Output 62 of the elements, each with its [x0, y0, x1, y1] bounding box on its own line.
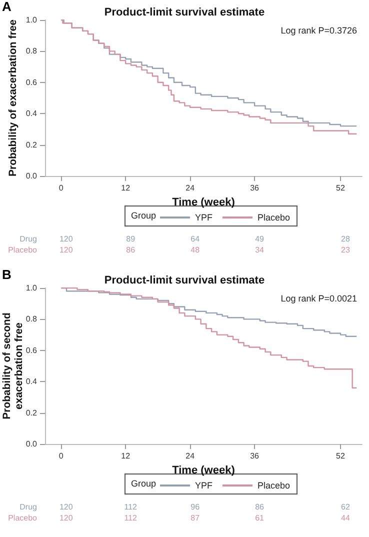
text: 64	[190, 234, 200, 244]
text: 23	[341, 246, 351, 254]
text: 49	[255, 234, 265, 244]
x-tick-label: 12	[121, 452, 131, 460]
x-tick-label: 24	[186, 184, 196, 192]
y-tick-label: 0.8	[26, 46, 38, 56]
text: 112	[124, 502, 138, 512]
x-axis-title: Time (week)	[172, 196, 236, 208]
y-tick-label: 0.0	[26, 172, 38, 180]
y-tick-label: 0.8	[26, 314, 38, 324]
legend-label: YPF	[195, 212, 214, 222]
text: Placebo	[8, 514, 38, 522]
x-tick-label: 12	[121, 184, 131, 192]
y-axis-title: Probability of second exacerbation free	[1, 312, 25, 420]
text: 44	[341, 514, 351, 522]
y-tick-label: 0.0	[26, 440, 38, 448]
text: A	[2, 0, 12, 14]
y-tick-label: 0.6	[26, 346, 38, 355]
text: Drug	[20, 502, 37, 512]
legend-label: YPF	[195, 480, 214, 490]
text: 62	[341, 502, 351, 512]
text: 89	[126, 234, 136, 244]
text: 48	[190, 246, 200, 254]
legend-title: Group	[131, 478, 156, 488]
x-tick-label: 36	[250, 184, 260, 192]
text: B	[2, 267, 12, 282]
text: 86	[126, 246, 136, 254]
text: 34	[255, 246, 265, 254]
text: 120	[59, 514, 74, 522]
text: 87	[190, 514, 200, 522]
text: 28	[341, 234, 351, 244]
text: 86	[255, 502, 265, 512]
y-tick-label: 0.2	[26, 408, 38, 418]
y-axis-title: Probability of exacerbation free	[7, 19, 19, 176]
x-tick-label: 52	[336, 184, 346, 192]
text: 120	[59, 246, 74, 254]
y-tick-label: 0.4	[26, 377, 38, 386]
legend-label: Placebo	[258, 212, 290, 222]
x-tick-label: 36	[250, 452, 260, 460]
y-tick-label: 1.0	[26, 16, 38, 24]
chart-title: Product-limit survival estimate	[104, 6, 265, 18]
text: 112	[124, 514, 138, 522]
x-tick-label: 0	[58, 184, 64, 192]
y-tick-label: 1.0	[26, 284, 38, 292]
x-tick-label: 24	[186, 452, 196, 460]
y-tick-label: 0.2	[26, 140, 38, 150]
text: 120	[59, 234, 74, 244]
text: Drug	[20, 234, 37, 244]
legend-label: Placebo	[258, 480, 290, 490]
text: Placebo	[8, 246, 38, 254]
y-tick-label: 0.6	[26, 78, 38, 87]
chart-title: Product-limit survival estimate	[104, 274, 265, 286]
text: 61	[255, 514, 265, 522]
x-axis-title: Time (week)	[172, 464, 236, 476]
x-tick-label: 0	[58, 452, 64, 460]
legend-title: Group	[131, 210, 156, 220]
annotation: Log rank P=0.3726	[280, 26, 357, 36]
x-tick-label: 52	[336, 452, 346, 460]
y-tick-label: 0.4	[26, 109, 38, 118]
text: 120	[59, 502, 74, 512]
annotation: Log rank P=0.0021	[280, 294, 357, 304]
text: 96	[190, 502, 200, 512]
